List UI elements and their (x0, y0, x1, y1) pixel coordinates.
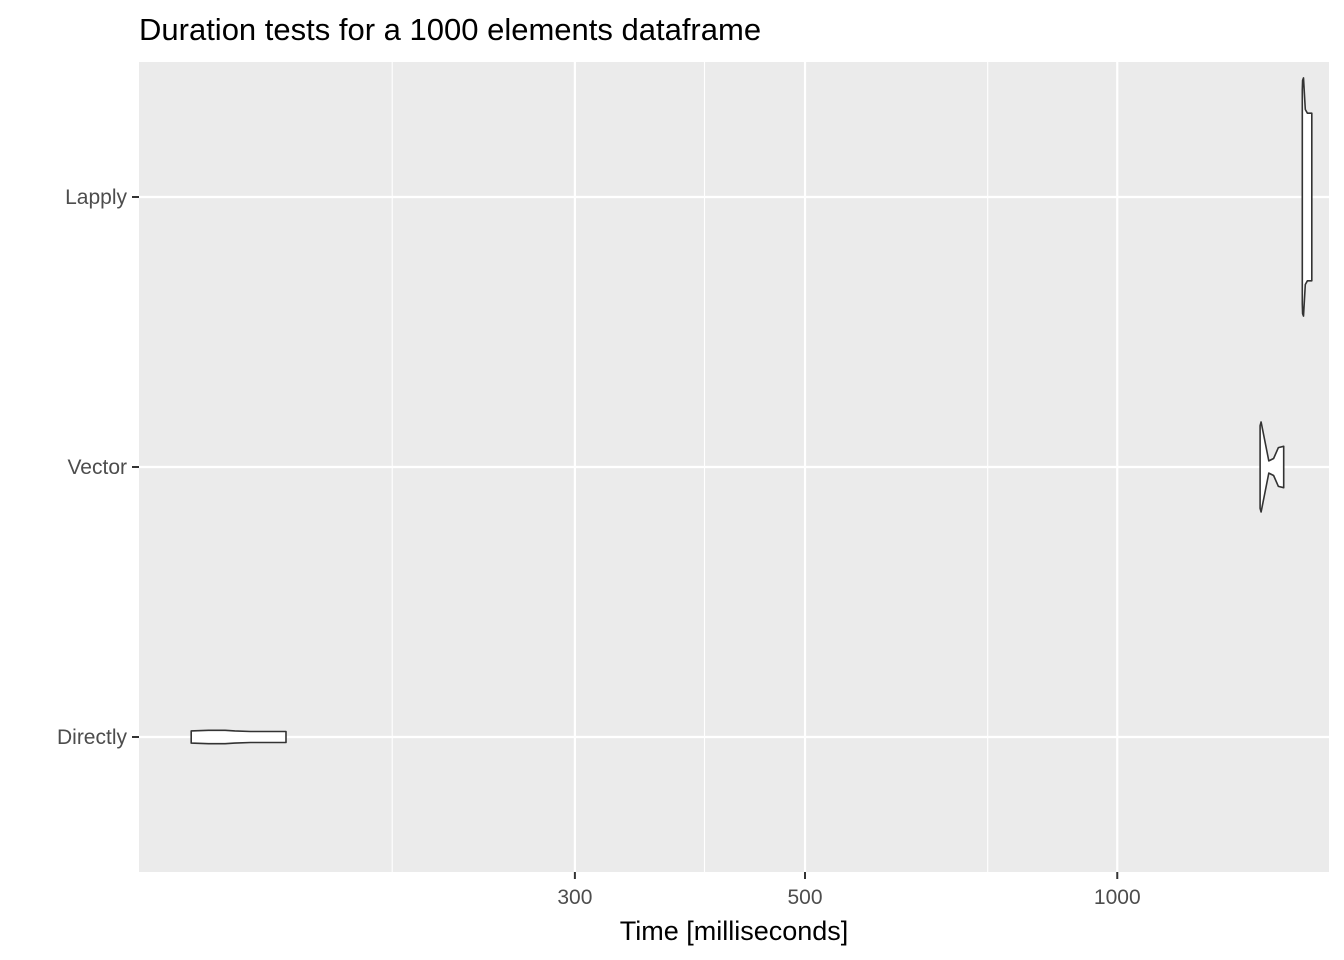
violin-lapply (1301, 77, 1313, 317)
x-tick-label: 1000 (1094, 886, 1141, 909)
violin-vector (1259, 421, 1285, 513)
y-tick-label: Vector (67, 456, 127, 479)
x-axis: 300 500 1000 (557, 872, 1141, 909)
y-axis: Lapply Vector Directly (57, 186, 139, 749)
chart-title: Duration tests for a 1000 elements dataf… (139, 12, 761, 47)
violin-directly (190, 729, 287, 745)
violins (190, 77, 1313, 745)
x-axis-label: Time [milliseconds] (620, 916, 849, 946)
x-tick-label: 300 (557, 886, 592, 909)
x-tick-label: 500 (787, 886, 822, 909)
y-tick-label: Lapply (65, 186, 127, 209)
grid-lines (139, 62, 1329, 872)
y-tick-label: Directly (57, 726, 128, 749)
